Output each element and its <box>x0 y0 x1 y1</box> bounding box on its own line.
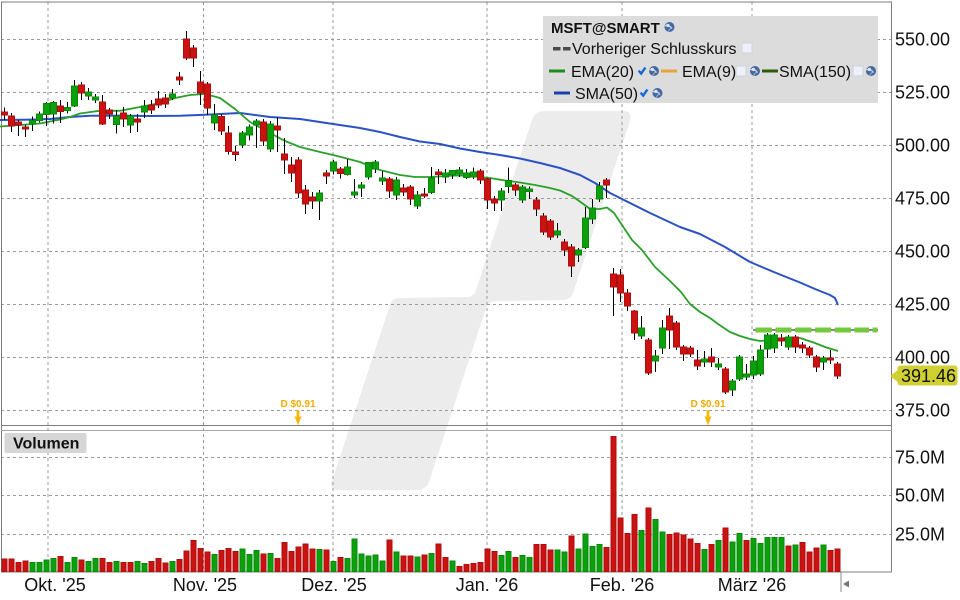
svg-text:25.0M: 25.0M <box>895 525 945 545</box>
svg-text:Vorheriger Schlusskurs: Vorheriger Schlusskurs <box>572 41 737 58</box>
svg-text:EMA(9): EMA(9) <box>682 64 736 81</box>
svg-text:Feb. '26: Feb. '26 <box>590 575 654 595</box>
svg-text:375.00: 375.00 <box>895 401 950 421</box>
svg-text:525.00: 525.00 <box>895 83 950 103</box>
svg-text:550.00: 550.00 <box>895 30 950 50</box>
svg-text:391.46: 391.46 <box>901 366 956 386</box>
svg-text:D $0.91: D $0.91 <box>690 399 725 410</box>
svg-text:500.00: 500.00 <box>895 136 950 156</box>
svg-text:MSFT@SMART: MSFT@SMART <box>551 20 660 37</box>
svg-text:Volumen: Volumen <box>13 436 79 453</box>
svg-text:D $0.91: D $0.91 <box>280 399 315 410</box>
svg-text:50.0M: 50.0M <box>895 486 945 506</box>
svg-text:475.00: 475.00 <box>895 189 950 209</box>
svg-text:Dez. '25: Dez. '25 <box>301 575 366 595</box>
svg-text:März '26: März '26 <box>718 575 786 595</box>
svg-text:EMA(20): EMA(20) <box>571 64 634 81</box>
svg-text:Okt. '25: Okt. '25 <box>24 575 85 595</box>
svg-text:400.00: 400.00 <box>895 348 950 368</box>
svg-text:Nov. '25: Nov. '25 <box>173 575 237 595</box>
svg-text:Jan. '26: Jan. '26 <box>456 575 518 595</box>
svg-text:450.00: 450.00 <box>895 242 950 262</box>
svg-text:SMA(50): SMA(50) <box>575 86 638 103</box>
svg-text:75.0M: 75.0M <box>895 448 945 468</box>
svg-text:425.00: 425.00 <box>895 295 950 315</box>
svg-text:SMA(150): SMA(150) <box>779 64 851 81</box>
